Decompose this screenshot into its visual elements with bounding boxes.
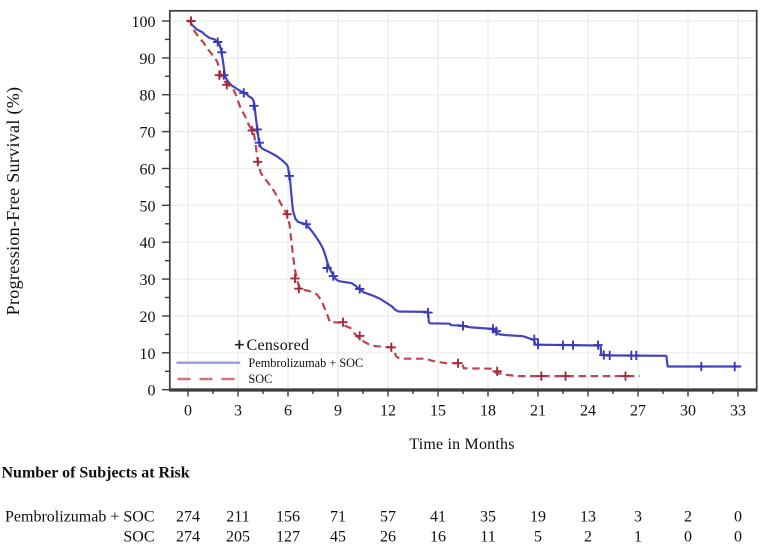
svg-text:0: 0: [734, 509, 742, 526]
svg-text:274: 274: [176, 509, 200, 526]
svg-text:0: 0: [734, 529, 742, 546]
svg-text:15: 15: [430, 403, 446, 420]
svg-text:30: 30: [140, 272, 156, 289]
svg-text:3: 3: [234, 403, 242, 420]
svg-text:100: 100: [132, 14, 156, 31]
svg-text:40: 40: [140, 235, 156, 252]
svg-text:2: 2: [584, 529, 592, 546]
svg-text:10: 10: [140, 346, 156, 363]
svg-text:Censored: Censored: [247, 337, 310, 354]
svg-text:70: 70: [140, 125, 156, 142]
svg-text:Progression-Free Survival (%): Progression-Free Survival (%): [3, 87, 24, 316]
svg-text:71: 71: [330, 509, 346, 526]
svg-text:Pembrolizumab + SOC: Pembrolizumab + SOC: [248, 356, 363, 370]
svg-text:16: 16: [430, 529, 446, 546]
svg-text:50: 50: [140, 198, 156, 215]
svg-text:211: 211: [226, 509, 249, 526]
svg-text:24: 24: [580, 403, 596, 420]
svg-text:0: 0: [184, 403, 192, 420]
svg-text:3: 3: [634, 509, 642, 526]
svg-text:205: 205: [226, 529, 250, 546]
svg-text:45: 45: [330, 529, 346, 546]
svg-text:6: 6: [284, 403, 292, 420]
svg-text:156: 156: [276, 509, 300, 526]
svg-text:26: 26: [380, 529, 396, 546]
svg-text:127: 127: [276, 529, 300, 546]
svg-text:21: 21: [530, 403, 546, 420]
svg-text:0: 0: [684, 529, 692, 546]
svg-text:18: 18: [480, 403, 496, 420]
svg-text:33: 33: [730, 403, 746, 420]
svg-text:274: 274: [176, 529, 200, 546]
svg-text:20: 20: [140, 309, 156, 326]
svg-text:57: 57: [380, 509, 396, 526]
svg-text:13: 13: [580, 509, 596, 526]
svg-text:SOC: SOC: [248, 372, 272, 386]
svg-text:Number of Subjects at Risk: Number of Subjects at Risk: [2, 465, 190, 482]
svg-text:35: 35: [480, 509, 496, 526]
svg-text:9: 9: [334, 403, 342, 420]
svg-text:41: 41: [430, 509, 446, 526]
svg-text:60: 60: [140, 162, 156, 179]
svg-text:SOC: SOC: [123, 529, 154, 546]
svg-text:5: 5: [534, 529, 542, 546]
svg-text:30: 30: [680, 403, 696, 420]
svg-text:12: 12: [380, 403, 396, 420]
svg-text:2: 2: [684, 509, 692, 526]
svg-text:Pembrolizumab + SOC: Pembrolizumab + SOC: [5, 509, 154, 526]
svg-text:90: 90: [140, 51, 156, 68]
svg-text:1: 1: [634, 529, 642, 546]
svg-text:19: 19: [530, 509, 546, 526]
svg-text:27: 27: [630, 403, 646, 420]
svg-text:80: 80: [140, 88, 156, 105]
svg-text:11: 11: [480, 529, 495, 546]
svg-text:0: 0: [148, 383, 156, 400]
svg-text:Time in Months: Time in Months: [409, 436, 514, 453]
